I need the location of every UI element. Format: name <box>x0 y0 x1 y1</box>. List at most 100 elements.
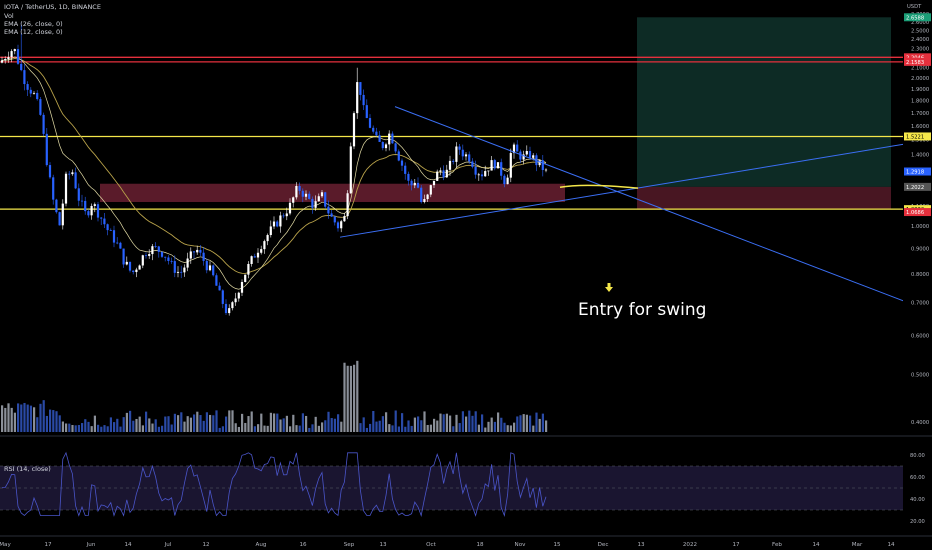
volume-bar <box>378 420 381 432</box>
candle-body <box>426 194 429 200</box>
y-tick-label: 0.8000 <box>911 272 929 278</box>
candle-body <box>205 260 208 271</box>
volume-bar <box>353 364 356 432</box>
volume-bar <box>183 421 186 432</box>
candle-body <box>522 154 525 160</box>
candle-body <box>4 59 7 61</box>
candle-body <box>448 160 452 170</box>
volume-bar <box>196 411 199 432</box>
candle-body <box>282 215 285 217</box>
volume-bar <box>359 423 362 432</box>
candle-body <box>119 242 122 249</box>
price-axis <box>903 0 932 550</box>
x-tick-label: Jul <box>164 542 172 548</box>
candle-body <box>343 216 346 222</box>
candle-body <box>160 251 164 257</box>
rsi-tick-label: 60.00 <box>910 475 925 481</box>
volume-bar <box>349 365 352 432</box>
volume-bar <box>385 412 388 432</box>
volume-bar <box>145 411 148 432</box>
candle-body <box>285 213 288 217</box>
volume-bar <box>141 425 144 432</box>
price-tag-label: 1.0686 <box>906 210 924 216</box>
candle-body <box>164 256 167 258</box>
volume-bar <box>138 416 141 432</box>
candle-body <box>52 177 55 200</box>
candle-body <box>468 154 471 162</box>
candle-body <box>263 241 266 250</box>
volume-bar <box>77 424 80 432</box>
candle-body <box>461 149 464 157</box>
symbol-title: IOTA / TetherUS, 1D, BINANCE <box>4 3 101 11</box>
volume-bar <box>125 412 128 432</box>
candle-body <box>317 196 320 202</box>
volume-bar <box>529 415 532 432</box>
price-tag-4 <box>904 167 931 176</box>
volume-bar <box>298 425 301 432</box>
x-tick-label: 15 <box>553 542 561 548</box>
volume-bar <box>356 360 359 432</box>
target-zone <box>637 17 891 187</box>
candle-body <box>407 173 410 181</box>
candle-body <box>122 248 125 265</box>
price-unit-label: USDT <box>907 4 922 10</box>
candle-body <box>269 226 272 236</box>
volume-bar <box>42 400 45 432</box>
candle-body <box>237 292 240 299</box>
volume-bar <box>23 402 26 432</box>
volume-bar <box>109 417 112 432</box>
volume-bar <box>244 422 247 432</box>
volume-bar <box>119 426 122 432</box>
y-tick-label: 1.0000 <box>911 224 929 230</box>
x-tick-label: 18 <box>476 542 484 548</box>
volume-bar <box>61 421 64 432</box>
x-tick-label: 17 <box>44 542 52 548</box>
volume-bar <box>231 410 234 432</box>
candle-body <box>36 92 39 100</box>
candle-body <box>496 162 500 169</box>
candle-body <box>362 94 365 106</box>
x-tick-label: 16 <box>299 542 307 548</box>
volume-bar <box>545 420 548 432</box>
candle-body <box>23 70 26 85</box>
rsi-tick-label: 20.00 <box>910 519 925 525</box>
volume-bar <box>535 412 538 432</box>
volume-bar <box>509 425 512 432</box>
candle-body <box>138 265 141 270</box>
candle-body <box>240 281 244 293</box>
volume-bar <box>260 413 263 432</box>
y-tick-label: 2.1000 <box>911 66 929 72</box>
candle-body <box>196 249 199 253</box>
volume-bar <box>445 413 448 432</box>
candle-body <box>330 213 333 217</box>
y-tick-label: 1.4000 <box>911 152 929 158</box>
candle-body <box>519 151 522 160</box>
volume-bar <box>269 412 272 432</box>
candle-body <box>189 251 192 259</box>
candle-body <box>541 160 544 170</box>
rsi-line <box>1 451 547 518</box>
volume-bar <box>90 426 93 432</box>
volume-bar <box>103 425 106 432</box>
volume-bar <box>151 423 154 432</box>
candle-body <box>509 153 512 178</box>
candle-body <box>455 146 458 162</box>
candle-body <box>532 155 535 158</box>
volume-bar <box>455 414 458 432</box>
price-tag-label: 1.2022 <box>906 185 924 191</box>
candle-body <box>391 133 394 144</box>
volume-bar <box>372 410 375 432</box>
candle-body <box>516 144 519 152</box>
volume-bar <box>106 426 109 432</box>
candle-body <box>298 185 301 191</box>
candle-body <box>413 182 416 186</box>
candle-body <box>279 215 282 227</box>
candle-body <box>48 165 52 178</box>
candle-body <box>525 151 528 155</box>
x-tick-label: Sep <box>344 542 355 548</box>
volume-bar <box>487 421 490 432</box>
volume-bar <box>186 416 189 432</box>
volume-bar <box>132 420 135 432</box>
candle-body <box>125 261 128 265</box>
